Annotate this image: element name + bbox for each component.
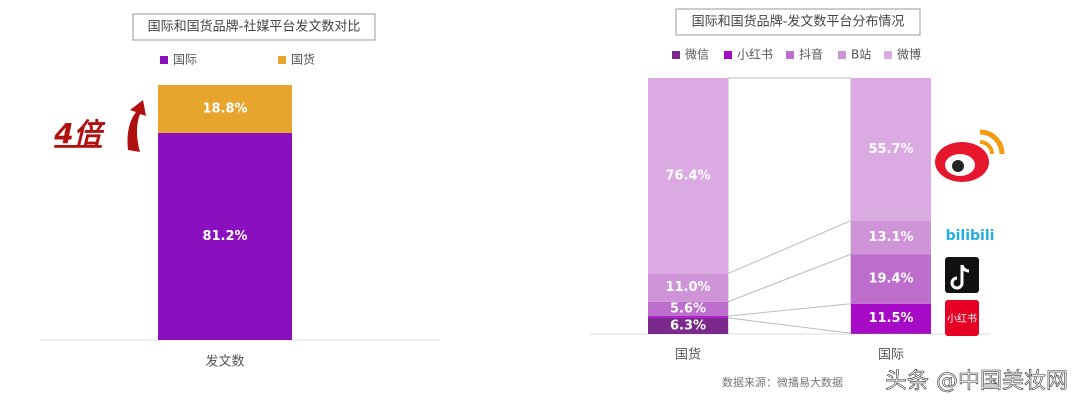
value-label: 81.2% — [202, 229, 247, 244]
frame — [727, 77, 852, 334]
annotation: 4倍 — [53, 117, 105, 150]
bar-segment — [648, 78, 728, 274]
bar-segment — [851, 333, 931, 334]
x-tick-label: 国货 — [675, 347, 701, 363]
value-label: 19.4% — [868, 271, 913, 286]
legend-swatch — [672, 51, 680, 59]
watermark: 头条 @中国美妆网 — [885, 369, 1068, 394]
value-label: 18.8% — [202, 101, 247, 116]
bar-segment — [851, 303, 931, 334]
legend-label: 国货 — [291, 52, 315, 67]
arrow-icon — [127, 100, 146, 152]
legend-swatch — [786, 51, 794, 59]
value-label: 76.4% — [665, 168, 710, 183]
bar-segment — [851, 78, 931, 221]
chart-title: 国际和国货品牌-发文数平台分布情况 — [692, 14, 905, 30]
x-tick-label: 国际 — [878, 348, 904, 363]
source: 数据来源：微播易大数据 — [722, 375, 843, 389]
xhs-logo-bg — [945, 300, 979, 336]
legend-swatch — [278, 56, 286, 64]
legend-swatch — [884, 51, 892, 59]
douyin-note — [950, 264, 970, 290]
value-label: 55.7% — [868, 142, 913, 157]
connector-line — [727, 303, 852, 317]
chart-title: 国际和国货品牌-社媒平台发文数对比 — [148, 19, 361, 35]
value-label: 6.3% — [670, 318, 706, 333]
bar-segment — [851, 220, 931, 255]
bar-segment — [158, 132, 292, 340]
legend-label: 小红书 — [737, 47, 773, 62]
legend-label: B站 — [851, 48, 871, 62]
xhs-logo: 小红书 — [947, 312, 977, 325]
bar-segment — [648, 316, 728, 318]
bar-segment — [158, 85, 292, 133]
connector-line — [727, 317, 852, 334]
value-label: 11.0% — [665, 280, 710, 295]
connector-line — [727, 253, 852, 303]
value-label: 5.6% — [670, 301, 706, 316]
bilibili-logo: bilibili — [946, 228, 995, 244]
weibo-logo — [935, 129, 1005, 182]
bar-segment — [648, 301, 728, 317]
bar-segment — [851, 254, 931, 304]
bar-segment — [648, 317, 728, 334]
title-box — [675, 8, 921, 36]
title-box — [132, 13, 376, 41]
x-tick-label: 发文数 — [205, 354, 244, 370]
value-label: 11.5% — [868, 311, 913, 326]
legend-swatch — [160, 56, 168, 64]
value-label: 13.1% — [868, 230, 913, 245]
legend-swatch — [724, 51, 732, 59]
legend-label: 微博 — [897, 47, 921, 62]
legend-label: 抖音 — [799, 47, 823, 62]
legend-label: 国际 — [173, 53, 197, 67]
legend-swatch — [838, 51, 846, 59]
bar-segment — [648, 273, 728, 302]
connector-line — [727, 220, 852, 275]
legend-label: 微信 — [685, 48, 709, 62]
